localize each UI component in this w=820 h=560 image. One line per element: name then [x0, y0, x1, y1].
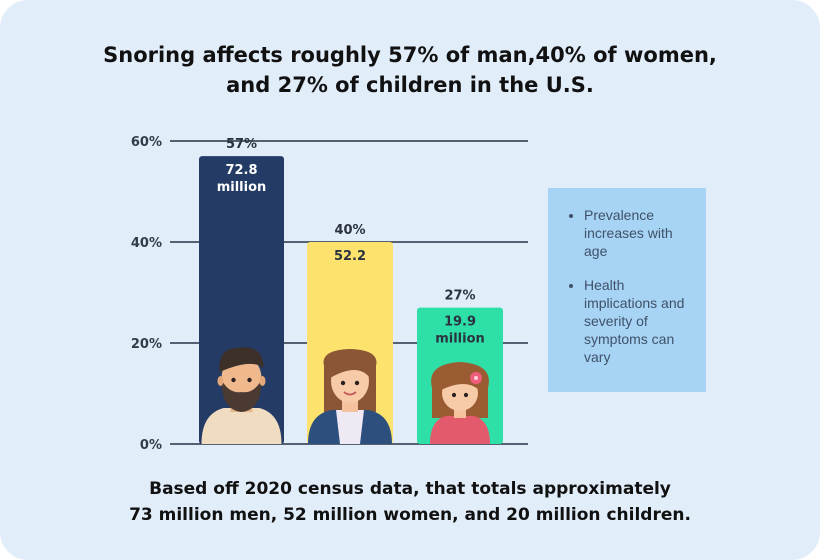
bar — [199, 156, 284, 444]
population-label: million — [435, 332, 485, 347]
girl-avatar-icon — [430, 362, 490, 444]
footer-note: Based off 2020 census data, that totals … — [0, 476, 820, 528]
note-item: Prevalence increases with age — [584, 206, 692, 260]
notes-list: Prevalence increases with age Health imp… — [548, 188, 706, 366]
data-label: 40% — [334, 223, 365, 238]
y-tick-label: 60% — [131, 135, 162, 150]
note-item: Health implications and severity of symp… — [584, 276, 692, 366]
population-label: 19.9 — [444, 315, 476, 330]
footer-line-2: 73 million men, 52 million women, and 20… — [129, 505, 691, 525]
woman-avatar-icon — [308, 349, 392, 444]
population-label: million — [217, 180, 267, 195]
title-line-1: Snoring affects roughly 57% of man,40% o… — [103, 43, 717, 67]
footer-line-1: Based off 2020 census data, that totals … — [149, 479, 671, 499]
data-label: 27% — [444, 289, 475, 304]
title-line-2: and 27% of children in the U.S. — [226, 73, 594, 97]
y-tick-label: 20% — [131, 337, 162, 352]
y-tick-label: 0% — [140, 438, 162, 453]
data-label: 57% — [226, 137, 257, 152]
man-avatar-icon — [201, 347, 282, 444]
notes-box: Prevalence increases with age Health imp… — [548, 188, 706, 392]
population-label: 72.8 — [225, 163, 257, 178]
population-label: 52.2 — [334, 249, 366, 264]
y-tick-label: 40% — [131, 236, 162, 251]
chart-title: Snoring affects roughly 57% of man,40% o… — [0, 40, 820, 100]
